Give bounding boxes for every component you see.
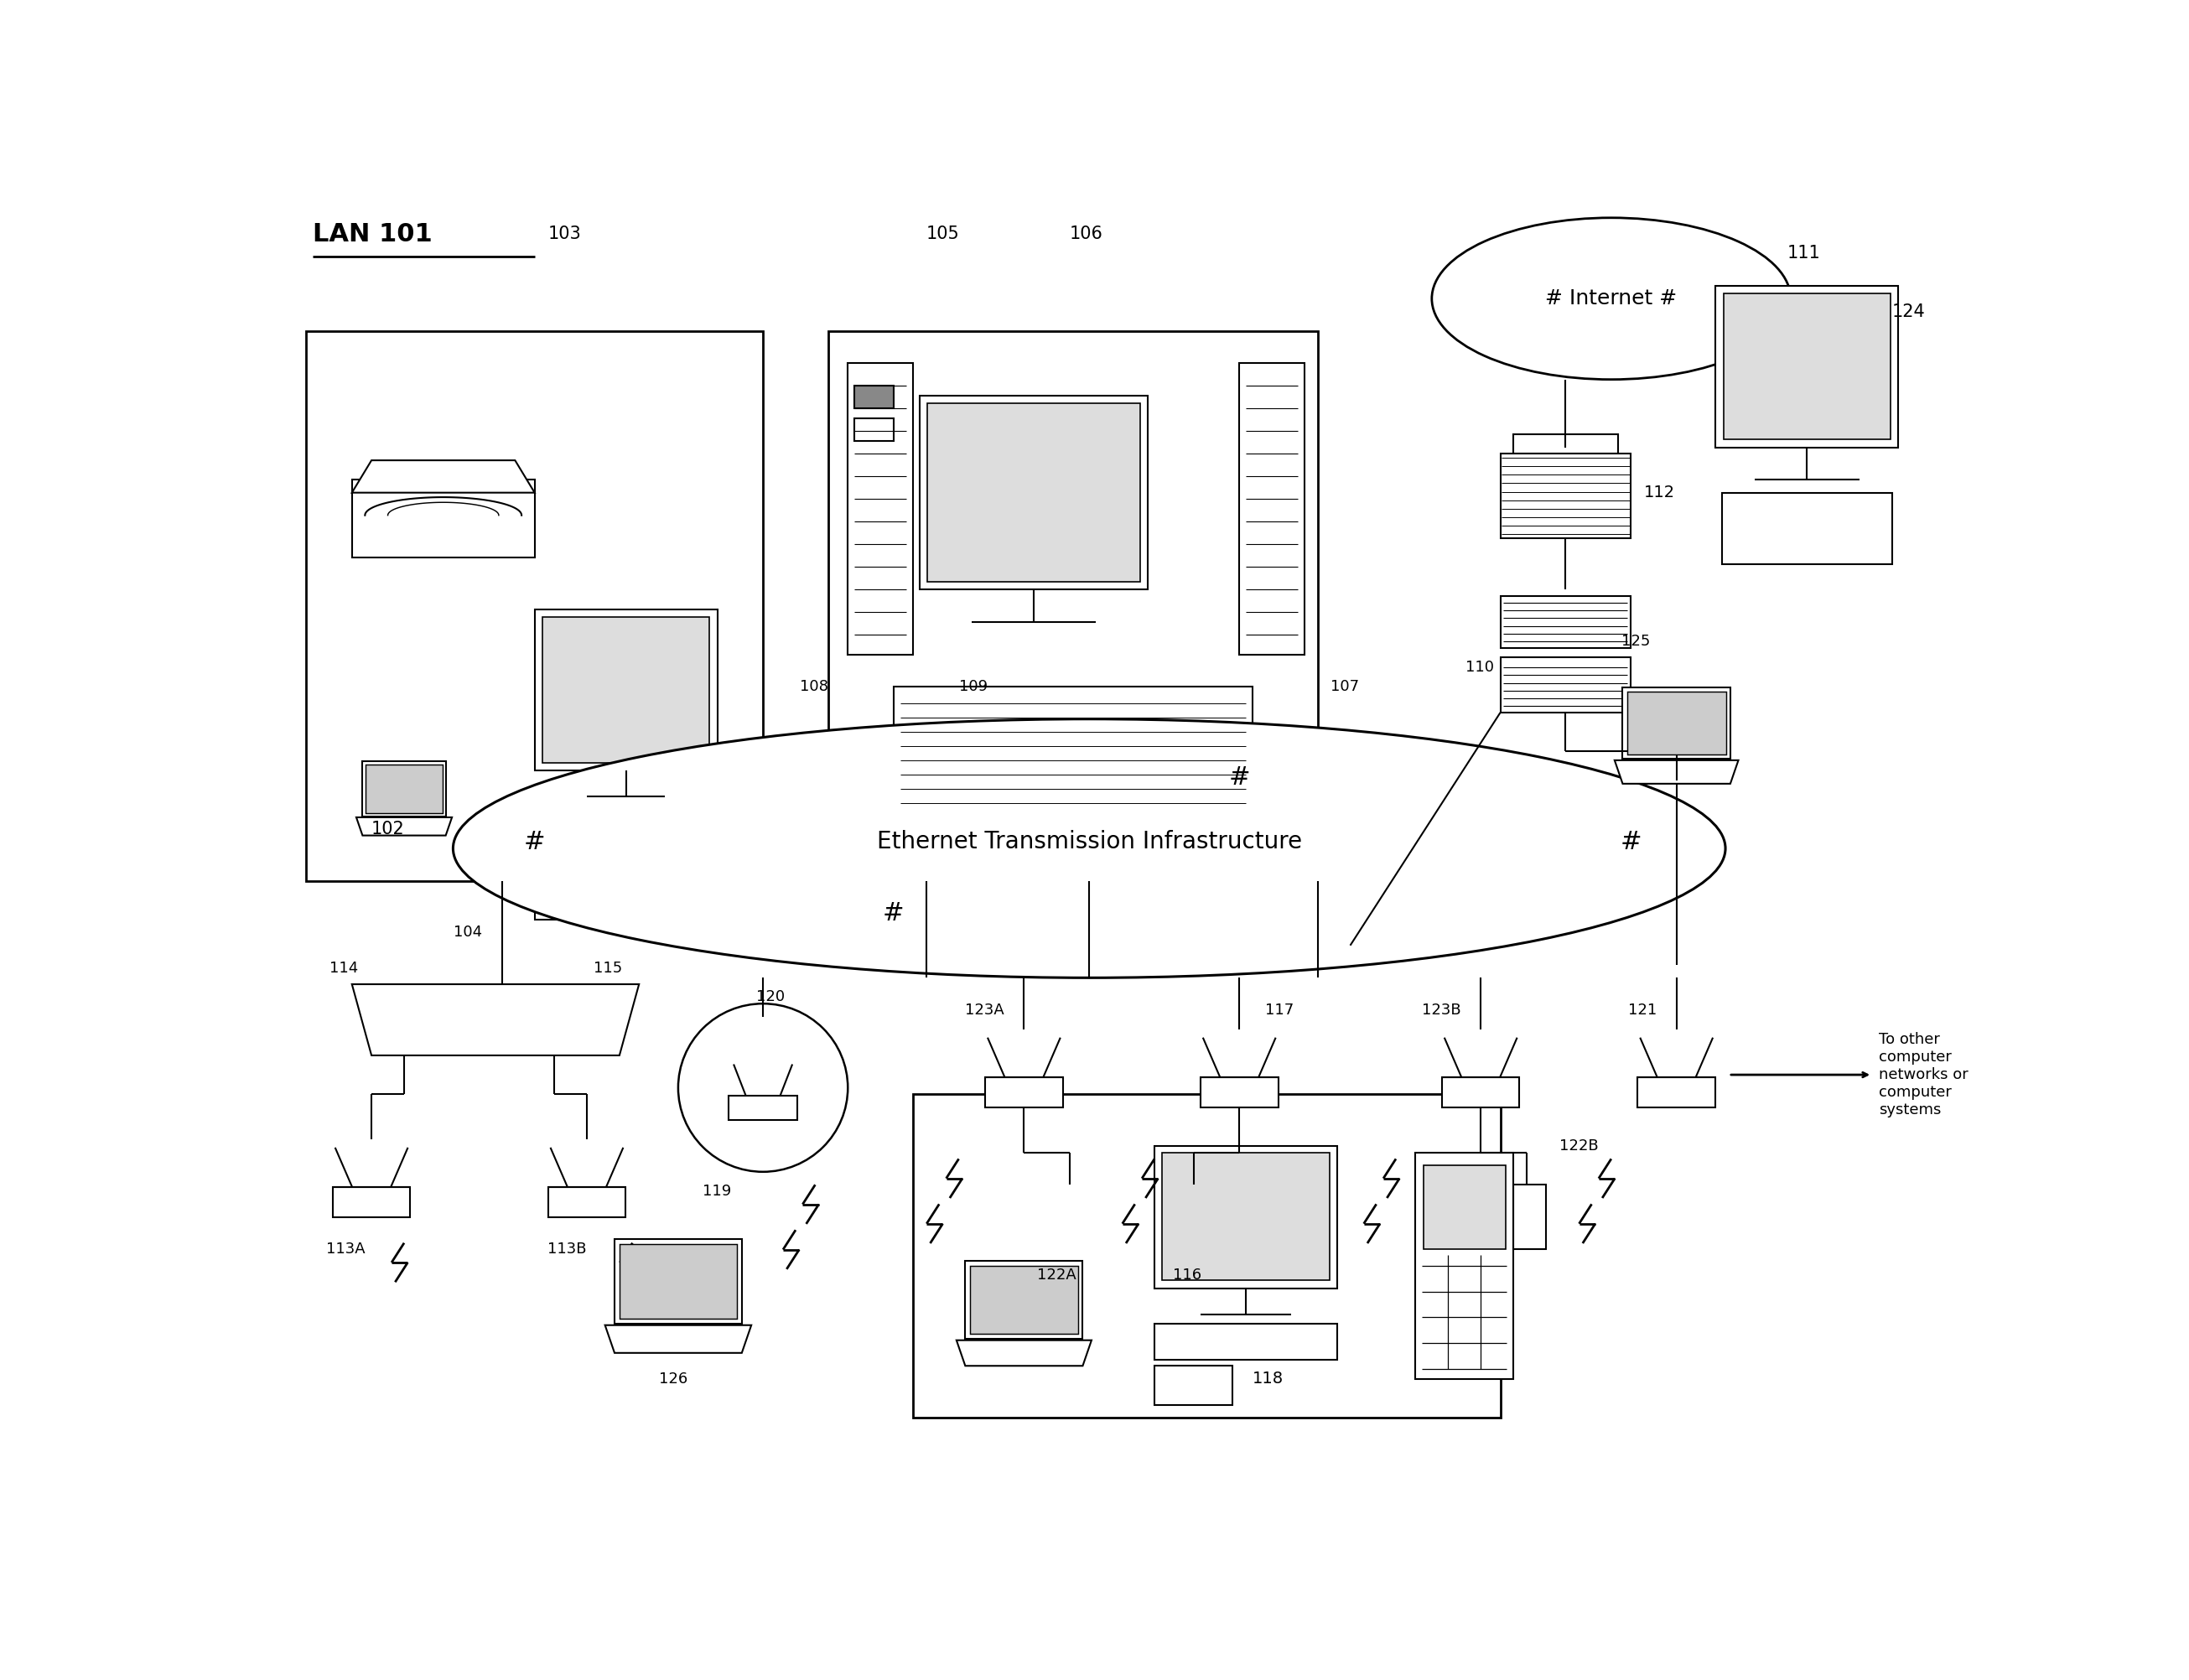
FancyBboxPatch shape [1513, 1184, 1545, 1250]
Text: 114: 114 [331, 961, 359, 976]
FancyBboxPatch shape [534, 870, 600, 919]
FancyBboxPatch shape [1200, 1077, 1278, 1107]
Text: #: # [523, 830, 545, 853]
Text: 112: 112 [1644, 486, 1675, 501]
FancyBboxPatch shape [1622, 687, 1729, 759]
FancyBboxPatch shape [366, 764, 442, 813]
FancyBboxPatch shape [854, 418, 893, 440]
FancyBboxPatch shape [893, 687, 1252, 816]
Ellipse shape [1432, 218, 1791, 380]
FancyBboxPatch shape [333, 1186, 409, 1216]
FancyBboxPatch shape [1443, 1077, 1519, 1107]
FancyBboxPatch shape [1716, 286, 1898, 447]
FancyBboxPatch shape [729, 1095, 797, 1121]
Text: 121: 121 [1629, 1003, 1657, 1018]
Polygon shape [352, 984, 639, 1055]
FancyBboxPatch shape [1154, 1324, 1337, 1359]
Text: 102: 102 [372, 820, 405, 837]
FancyBboxPatch shape [913, 1094, 1499, 1418]
FancyBboxPatch shape [1239, 363, 1305, 655]
FancyBboxPatch shape [928, 403, 1140, 581]
Text: # Internet #: # Internet # [1545, 289, 1677, 309]
FancyBboxPatch shape [1499, 657, 1631, 712]
FancyBboxPatch shape [1154, 1366, 1232, 1404]
Polygon shape [1615, 761, 1738, 783]
Text: 122A: 122A [1038, 1268, 1077, 1284]
FancyBboxPatch shape [1162, 1152, 1329, 1280]
FancyBboxPatch shape [547, 1186, 626, 1216]
FancyBboxPatch shape [919, 396, 1147, 590]
FancyBboxPatch shape [1723, 492, 1891, 564]
FancyBboxPatch shape [1513, 435, 1618, 454]
FancyBboxPatch shape [1499, 454, 1631, 538]
Text: 109: 109 [959, 679, 987, 694]
FancyBboxPatch shape [1637, 1077, 1716, 1107]
FancyBboxPatch shape [619, 1245, 738, 1319]
FancyBboxPatch shape [1180, 1184, 1213, 1250]
Ellipse shape [453, 719, 1725, 978]
FancyBboxPatch shape [363, 761, 447, 816]
Text: #: # [1228, 764, 1250, 790]
Text: 105: 105 [926, 225, 959, 242]
FancyBboxPatch shape [1154, 1146, 1337, 1289]
Text: 104: 104 [453, 926, 482, 941]
Text: 122B: 122B [1559, 1139, 1598, 1154]
Text: 103: 103 [547, 225, 580, 242]
Text: 110: 110 [1464, 660, 1493, 675]
Polygon shape [604, 1326, 751, 1352]
FancyBboxPatch shape [1423, 1166, 1506, 1250]
Text: 115: 115 [593, 961, 622, 976]
Text: 107: 107 [1331, 679, 1359, 694]
Polygon shape [957, 1341, 1092, 1366]
Text: #: # [882, 900, 904, 926]
FancyBboxPatch shape [405, 1015, 429, 1040]
FancyBboxPatch shape [827, 331, 1318, 880]
Polygon shape [352, 460, 534, 492]
FancyBboxPatch shape [985, 1077, 1064, 1107]
Text: 123A: 123A [965, 1003, 1005, 1018]
FancyBboxPatch shape [1057, 1184, 1090, 1250]
FancyBboxPatch shape [1499, 596, 1631, 648]
Text: 124: 124 [1891, 302, 1924, 319]
FancyBboxPatch shape [442, 1015, 468, 1040]
FancyBboxPatch shape [847, 363, 913, 655]
FancyBboxPatch shape [534, 610, 718, 771]
Polygon shape [357, 818, 451, 835]
FancyBboxPatch shape [965, 1262, 1084, 1339]
Text: 113B: 113B [547, 1242, 587, 1257]
FancyBboxPatch shape [543, 617, 709, 763]
FancyBboxPatch shape [615, 1240, 742, 1324]
Text: 106: 106 [1070, 225, 1103, 242]
Text: 126: 126 [659, 1371, 687, 1386]
FancyBboxPatch shape [1626, 692, 1725, 754]
FancyBboxPatch shape [854, 386, 893, 408]
FancyBboxPatch shape [970, 1265, 1077, 1334]
Text: 117: 117 [1265, 1003, 1294, 1018]
Text: Ethernet Transmission Infrastructure: Ethernet Transmission Infrastructure [876, 830, 1302, 853]
FancyBboxPatch shape [482, 1015, 508, 1040]
Text: 120: 120 [757, 990, 786, 1005]
Text: 108: 108 [799, 679, 827, 694]
Text: 118: 118 [1252, 1371, 1283, 1386]
FancyBboxPatch shape [352, 480, 534, 558]
FancyBboxPatch shape [521, 1015, 547, 1040]
FancyBboxPatch shape [1416, 1152, 1513, 1379]
FancyBboxPatch shape [1723, 294, 1891, 440]
Text: 116: 116 [1173, 1268, 1202, 1284]
Text: LAN 101: LAN 101 [313, 222, 433, 245]
Text: 111: 111 [1788, 245, 1821, 262]
Text: 125: 125 [1622, 633, 1651, 648]
FancyBboxPatch shape [306, 331, 764, 880]
Text: To other
computer
networks or
computer
systems: To other computer networks or computer s… [1878, 1033, 1968, 1117]
Text: 113A: 113A [326, 1242, 366, 1257]
Text: 123B: 123B [1423, 1003, 1462, 1018]
Text: 119: 119 [703, 1184, 731, 1200]
FancyBboxPatch shape [528, 835, 725, 869]
Text: #: # [1620, 830, 1642, 853]
